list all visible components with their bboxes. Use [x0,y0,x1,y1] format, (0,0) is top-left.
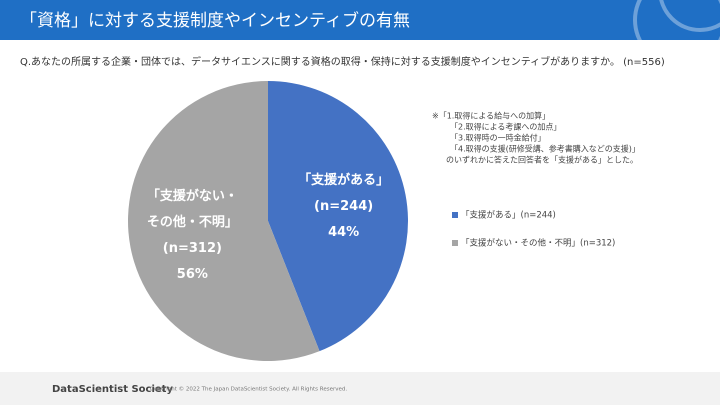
slice-label: (n=244) [314,199,373,214]
legend-label: 「支援がある」(n=244) [461,210,556,221]
legend-label: 「支援がない・その他・不明」(n=312) [461,238,615,249]
note-line: 「3.取得時の一時金給付」 [450,133,546,143]
slice-label: 56% [177,267,208,282]
note-line: 「4.取得の支援(研修受講、参考書購入などの支援)」 [450,144,640,154]
slice-label: 「支援がない・ [147,188,238,204]
pie-slice [128,80,320,361]
slice-label: 44% [328,225,359,240]
copyright: Copyright © 2022 The Japan DataScientist… [150,386,347,393]
note-line: 「2.取得による考課への加点」 [450,122,561,132]
note: ※「1.取得による給与への加算」「2.取得による考課への加点」「3.取得時の一時… [432,111,640,165]
note-line: のいずれかに答えた回答者を「支援がある」とした。 [446,155,638,165]
question: Q.あなたの所属する企業・団体では、データサイエンスに関する資格の取得・保持に対… [20,55,665,68]
legend-marker [452,240,458,246]
footer-bar [0,372,720,405]
title: 「資格」に対する支援制度やインセンティブの有無 [20,10,410,31]
pie-slice [268,81,409,352]
header-bar [0,0,720,40]
slice-label: (n=312) [163,241,222,256]
header-decoration [633,0,720,67]
legend-marker [452,212,458,218]
slice-label: 「支援がある」 [298,172,389,188]
note-line: ※「1.取得による給与への加算」 [432,111,550,121]
slice-label: その他・不明」 [147,214,238,230]
brand: DataScientist Society [52,384,173,395]
